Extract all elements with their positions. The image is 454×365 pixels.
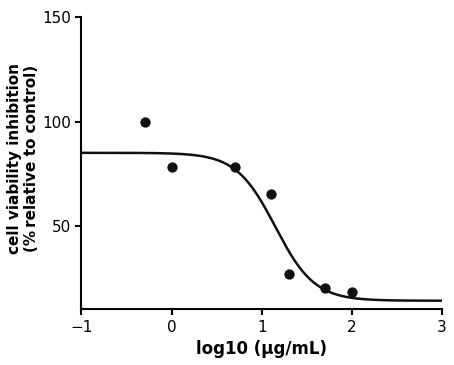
- Point: [231, 165, 238, 170]
- Point: [321, 285, 329, 291]
- Point: [348, 289, 355, 295]
- Point: [285, 271, 292, 277]
- Point: [267, 192, 275, 197]
- Point: [168, 165, 175, 170]
- Point: [141, 119, 148, 124]
- Y-axis label: cell viability inhibition
(% relative to control): cell viability inhibition (% relative to…: [7, 62, 39, 254]
- X-axis label: log10 (μg/mL): log10 (μg/mL): [196, 340, 327, 358]
